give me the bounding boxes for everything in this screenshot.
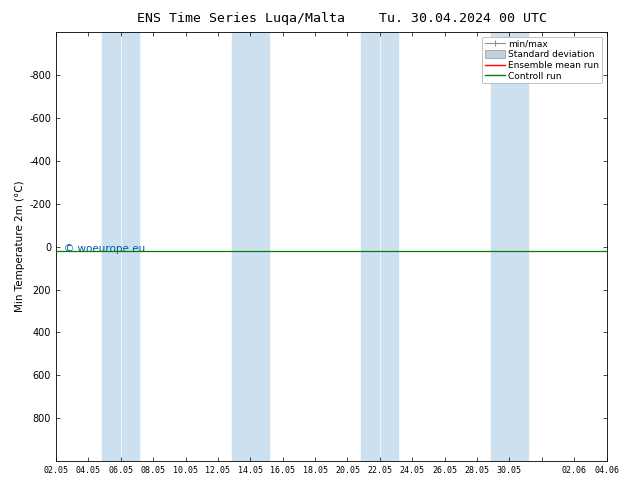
Text: © woeurope.eu: © woeurope.eu bbox=[64, 245, 146, 254]
Bar bbox=[380, 32, 398, 461]
Y-axis label: Min Temperature 2m (°C): Min Temperature 2m (°C) bbox=[15, 181, 25, 313]
Bar bbox=[491, 32, 508, 461]
Bar bbox=[251, 32, 269, 461]
Bar bbox=[231, 32, 250, 461]
Bar bbox=[122, 32, 139, 461]
Text: Tu. 30.04.2024 00 UTC: Tu. 30.04.2024 00 UTC bbox=[379, 12, 547, 25]
Bar bbox=[510, 32, 528, 461]
Bar bbox=[620, 32, 634, 461]
Bar bbox=[0, 32, 10, 461]
Bar bbox=[361, 32, 379, 461]
Bar bbox=[102, 32, 120, 461]
Text: ENS Time Series Luqa/Malta: ENS Time Series Luqa/Malta bbox=[137, 12, 345, 25]
Legend: min/max, Standard deviation, Ensemble mean run, Controll run: min/max, Standard deviation, Ensemble me… bbox=[482, 37, 602, 83]
